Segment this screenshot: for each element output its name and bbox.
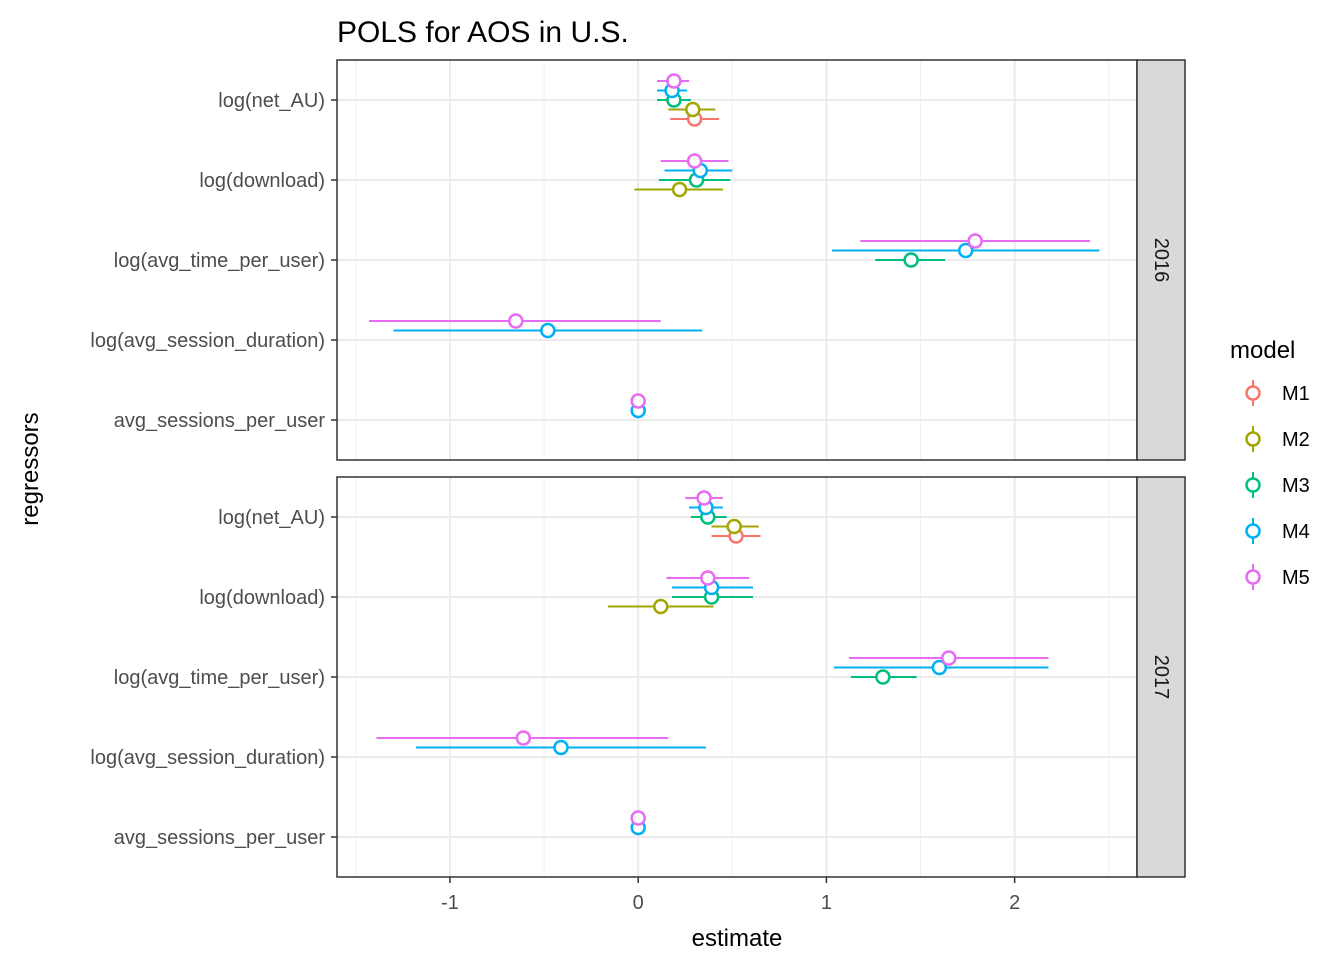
y-tick-label: log(net_AU) — [218, 90, 325, 112]
data-point-m2 — [634, 181, 723, 198]
legend-label: M5 — [1282, 567, 1310, 589]
legend-item-m1: M1 — [1245, 380, 1310, 406]
x-axis: -1 0 1 2 — [441, 877, 1020, 914]
point-marker — [875, 669, 891, 685]
y-tick-label: log(download) — [199, 587, 325, 609]
point-marker — [653, 598, 669, 615]
data-point-m2 — [668, 101, 716, 118]
data-point-m5 — [630, 810, 646, 826]
y-tick-label: avg_sessions_per_user — [114, 827, 326, 849]
point-marker — [553, 739, 569, 756]
point-marker — [685, 101, 701, 118]
data-point-m5 — [369, 313, 661, 329]
x-axis-title: estimate — [692, 925, 783, 952]
chart-title: POLS for AOS in U.S. — [337, 16, 629, 49]
x-tick-label: 2 — [1009, 892, 1020, 914]
y-tick-label: log(download) — [199, 170, 325, 192]
point-marker — [671, 181, 688, 198]
point-marker — [700, 570, 716, 586]
y-tick-label: log(avg_session_duration) — [90, 330, 325, 352]
x-tick-label: 1 — [821, 892, 832, 914]
legend-key-point — [1245, 385, 1261, 401]
point-marker — [967, 233, 983, 249]
data-point-m3 — [850, 669, 917, 685]
data-point-m5 — [376, 730, 669, 746]
point-marker — [540, 322, 556, 339]
data-point-m5 — [660, 153, 729, 169]
facet-strip — [1136, 59, 1186, 461]
facet-strip-label: 2017 — [1150, 655, 1172, 700]
data-point-m4 — [832, 242, 1100, 259]
legend-item-m2: M2 — [1245, 426, 1310, 452]
legend-title: model — [1230, 337, 1295, 364]
y-tick-label: log(net_AU) — [218, 507, 325, 529]
data-point-m3 — [875, 252, 945, 268]
point-marker — [941, 650, 957, 666]
point-marker — [957, 242, 974, 259]
point-marker — [931, 659, 948, 676]
point-marker — [508, 313, 524, 329]
legend-item-m5: M5 — [1245, 564, 1310, 590]
facet-panels: log(net_AU) log(download) log(avg_time_per… — [90, 59, 1186, 878]
data-point-m2 — [711, 518, 759, 535]
data-point-m5 — [666, 570, 750, 586]
data-point-m4 — [393, 322, 703, 339]
legend-key-point — [1245, 569, 1261, 585]
data-point-m5 — [849, 650, 1049, 666]
data-point-m5 — [630, 393, 646, 409]
point-marker — [686, 153, 703, 169]
facet-panel-2017: log(net_AU) log(download) log(avg_time_per… — [90, 476, 1186, 878]
data-point-m5 — [860, 233, 1090, 249]
legend-key-point — [1245, 431, 1261, 447]
legend-item-m3: M3 — [1245, 472, 1310, 498]
y-tick-label: log(avg_time_per_user) — [114, 250, 325, 272]
point-marker — [666, 73, 682, 89]
point-marker — [696, 490, 712, 506]
point-marker — [515, 730, 532, 746]
y-tick-label: log(avg_time_per_user) — [114, 667, 325, 689]
legend-label: M4 — [1282, 521, 1310, 543]
point-marker — [903, 252, 919, 268]
data-point-m5 — [657, 73, 689, 89]
facet-strip — [1136, 476, 1186, 878]
legend-label: M2 — [1282, 429, 1310, 451]
y-tick-label: avg_sessions_per_user — [114, 410, 326, 432]
y-axis-title: regressors — [17, 412, 44, 525]
data-point-m4 — [416, 739, 706, 756]
point-marker — [630, 393, 646, 409]
legend-items: M1 M2 M3 M4 M5 — [1245, 380, 1310, 590]
legend-label: M1 — [1282, 383, 1310, 405]
y-tick-label: log(avg_session_duration) — [90, 747, 325, 769]
data-point-m5 — [685, 490, 723, 506]
point-marker — [630, 810, 646, 826]
point-marker — [726, 518, 742, 535]
x-tick-label: 0 — [633, 892, 644, 914]
facet-strip-label: 2016 — [1150, 238, 1172, 283]
facet-panel-2016: log(net_AU) log(download) log(avg_time_per… — [90, 59, 1186, 461]
legend: model M1 M2 M3 M4 M5 — [1230, 337, 1310, 590]
legend-key-point — [1245, 477, 1261, 493]
x-tick-label: -1 — [441, 892, 459, 914]
data-point-m4 — [833, 659, 1049, 676]
legend-item-m4: M4 — [1245, 518, 1310, 544]
legend-key-point — [1245, 523, 1261, 539]
data-point-m2 — [608, 598, 714, 615]
legend-label: M3 — [1282, 475, 1310, 497]
